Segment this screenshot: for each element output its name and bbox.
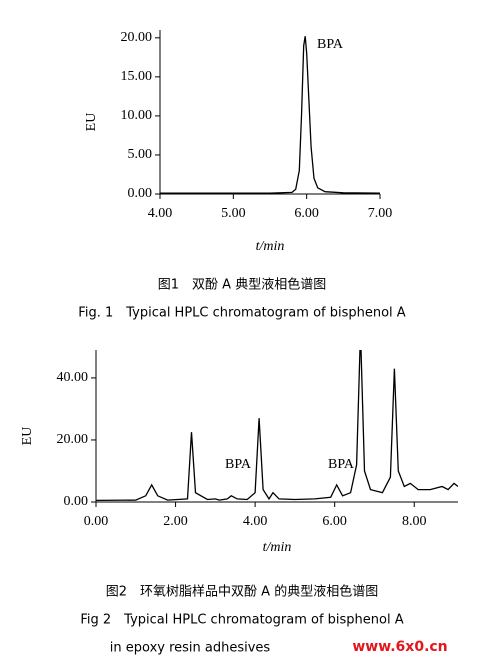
y-tick-label: 5.00 bbox=[128, 147, 153, 162]
chromatogram-line bbox=[96, 350, 458, 502]
x-tick-label: 0.00 bbox=[84, 514, 109, 529]
x-tick-label: 2.00 bbox=[163, 514, 188, 529]
caption-en: Fig 2 Typical HPLC chromatogram of bisph… bbox=[80, 613, 403, 628]
y-tick-label: 0.00 bbox=[128, 186, 153, 201]
peak-label: BPA bbox=[317, 37, 344, 52]
caption: 图2 环氧树脂样品中双酚 A 的典型液相色谱图 bbox=[106, 584, 378, 600]
x-tick-label: 8.00 bbox=[402, 514, 427, 529]
peak-label: BPA bbox=[225, 457, 252, 472]
x-tick-label: 6.00 bbox=[294, 206, 319, 221]
watermark: www.6x0.cn bbox=[352, 639, 447, 655]
y-tick-label: 20.00 bbox=[57, 432, 89, 447]
y-tick-label: 20.00 bbox=[121, 30, 153, 45]
y-tick-label: 0.00 bbox=[64, 494, 89, 509]
x-tick-label: 4.00 bbox=[148, 206, 173, 221]
x-axis-label: t/min bbox=[256, 239, 285, 254]
y-tick-label: 10.00 bbox=[121, 108, 153, 123]
y-axis-label: EU bbox=[84, 113, 99, 132]
y-axis-label: EU bbox=[20, 427, 35, 446]
x-tick-label: 7.00 bbox=[368, 206, 393, 221]
x-axis-label: t/min bbox=[263, 540, 292, 555]
y-tick-label: 40.00 bbox=[57, 370, 89, 385]
x-tick-label: 5.00 bbox=[221, 206, 246, 221]
caption: 图1 双酚 A 典型液相色谱图 bbox=[158, 277, 326, 293]
caption-en: Fig. 1 Typical HPLC chromatogram of bisp… bbox=[78, 306, 405, 321]
caption-en: in epoxy resin adhesives bbox=[110, 641, 271, 656]
peak-label: BPA bbox=[328, 457, 355, 472]
x-tick-label: 6.00 bbox=[322, 514, 347, 529]
chromatogram-line bbox=[160, 36, 380, 194]
y-tick-label: 15.00 bbox=[121, 69, 153, 84]
x-tick-label: 4.00 bbox=[243, 514, 268, 529]
